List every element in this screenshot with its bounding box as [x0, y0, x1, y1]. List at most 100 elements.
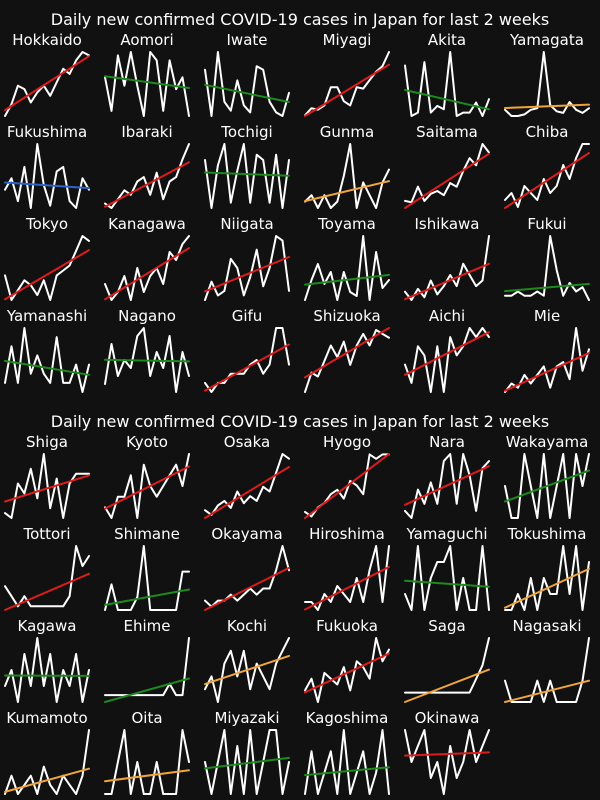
panel-yamagata: Yamagata: [504, 31, 590, 117]
panel-title-miyazaki: Miyazaki: [214, 709, 279, 727]
panel-title-ibaraki: Ibaraki: [121, 123, 172, 141]
panel-title-miyagi: Miyagi: [323, 31, 372, 49]
series-line-yamaguchi: [404, 545, 490, 611]
series-line-miyazaki: [204, 729, 290, 795]
trend-line-hiroshima: [304, 566, 390, 611]
series-line-saitama: [404, 143, 490, 204]
panel-okinawa: Okinawa: [404, 709, 490, 795]
panel-title-tokushima: Tokushima: [507, 525, 587, 543]
panel-title-kagoshima: Kagoshima: [306, 709, 389, 727]
panel-fukui: Fukui: [504, 215, 590, 301]
panel-title-shimane: Shimane: [114, 525, 180, 543]
panel-saga: Saga: [404, 617, 490, 703]
panel-ishikawa: Ishikawa: [404, 215, 490, 301]
panel-title-nara: Nara: [429, 433, 465, 451]
panel-title-fukuoka: Fukuoka: [316, 617, 378, 635]
series-line-fukuoka: [304, 637, 390, 703]
trend-line-yamaguchi: [404, 579, 490, 588]
panel-title-nagano: Nagano: [118, 307, 176, 325]
panel-title-aichi: Aichi: [429, 307, 465, 325]
series-line-tottori: [4, 545, 90, 608]
series-line-ishikawa: [404, 235, 490, 301]
panel-title-iwate: Iwate: [227, 31, 268, 49]
trend-line-mie: [504, 352, 590, 392]
trend-line-yamanashi: [4, 359, 90, 376]
chart-title: Daily new confirmed COVID-19 cases in Ja…: [51, 412, 549, 431]
series-line-fukui: [504, 235, 590, 301]
series-line-yamagata: [504, 51, 590, 117]
panel-title-nagasaki: Nagasaki: [513, 617, 582, 635]
chart-title: Daily new confirmed COVID-19 cases in Ja…: [51, 10, 549, 29]
panel-title-niigata: Niigata: [220, 215, 273, 233]
panel-title-chiba: Chiba: [526, 123, 569, 141]
trend-line-aichi: [404, 331, 490, 376]
series-line-toyama: [304, 235, 390, 301]
series-line-okayama: [204, 545, 290, 608]
panel-title-kyoto: Kyoto: [126, 433, 168, 451]
trend-line-okinawa: [404, 751, 490, 757]
trend-line-tokyo: [4, 249, 90, 301]
panel-title-shiga: Shiga: [26, 433, 68, 451]
panel-wakayama: Wakayama: [504, 433, 590, 519]
trend-line-wakayama: [504, 469, 590, 503]
trend-line-ehime: [104, 677, 190, 703]
trend-line-gifu: [204, 343, 290, 392]
panel-iwate: Iwate: [204, 31, 290, 117]
series-line-chiba: [504, 143, 590, 208]
trend-line-kagoshima: [304, 766, 390, 777]
panel-saitama: Saitama: [404, 123, 490, 209]
panel-title-aomori: Aomori: [120, 31, 173, 49]
panel-nagano: Nagano: [104, 307, 190, 393]
trend-line-tottori: [4, 572, 90, 611]
trend-line-yamagata: [504, 103, 590, 109]
panel-kanagawa: Kanagawa: [104, 215, 190, 301]
series-line-niigata: [204, 235, 290, 301]
panel-kumamoto: Kumamoto: [4, 709, 90, 795]
panel-shizuoka: Shizuoka: [304, 307, 390, 393]
panel-ibaraki: Ibaraki: [104, 123, 190, 209]
panel-title-saga: Saga: [428, 617, 465, 635]
trend-line-shizuoka: [304, 327, 390, 379]
trend-line-akita: [404, 89, 490, 111]
trend-line-hokkaido: [4, 55, 90, 112]
trend-line-saitama: [404, 152, 490, 209]
trend-line-kyoto: [104, 465, 190, 510]
series-line-shizuoka: [304, 329, 390, 393]
series-line-osaka: [204, 453, 290, 516]
panel-niigata: Niigata: [204, 215, 290, 301]
series-line-gifu: [204, 327, 290, 393]
trend-line-fukushima: [4, 181, 90, 190]
trend-line-osaka: [204, 466, 290, 519]
panel-okayama: Okayama: [204, 525, 290, 611]
panel-title-hiroshima: Hiroshima: [309, 525, 385, 543]
series-line-nara: [404, 453, 490, 519]
trend-line-nagasaki: [504, 679, 590, 703]
trend-line-aomori: [104, 75, 190, 89]
panel-title-ishikawa: Ishikawa: [415, 215, 480, 233]
trend-line-iwate: [204, 83, 290, 103]
panel-mie: Mie: [504, 307, 590, 393]
panel-title-gunma: Gunma: [320, 123, 374, 141]
panel-oita: Oita: [104, 709, 190, 795]
panel-title-fukui: Fukui: [527, 215, 566, 233]
panel-ehime: Ehime: [104, 617, 190, 703]
panel-chiba: Chiba: [504, 123, 590, 209]
trend-line-miyagi: [304, 63, 390, 117]
panel-title-tokyo: Tokyo: [25, 215, 68, 233]
panel-hyogo: Hyogo: [304, 433, 390, 519]
trend-line-gunma: [304, 180, 390, 203]
series-line-iwate: [204, 51, 290, 117]
panel-title-toyama: Toyama: [317, 215, 376, 233]
panel-miyazaki: Miyazaki: [204, 709, 290, 795]
panel-miyagi: Miyagi: [304, 31, 390, 117]
series-line-kagawa: [4, 637, 90, 703]
panel-title-saitama: Saitama: [416, 123, 478, 141]
panel-title-kagawa: Kagawa: [18, 617, 77, 635]
trend-line-shimane: [104, 588, 190, 606]
series-line-ehime: [104, 637, 190, 697]
trend-line-ishikawa: [404, 262, 490, 301]
panel-title-gifu: Gifu: [232, 307, 263, 325]
series-line-akita: [404, 51, 490, 117]
trend-line-niigata: [204, 256, 290, 293]
panel-aichi: Aichi: [404, 307, 490, 393]
